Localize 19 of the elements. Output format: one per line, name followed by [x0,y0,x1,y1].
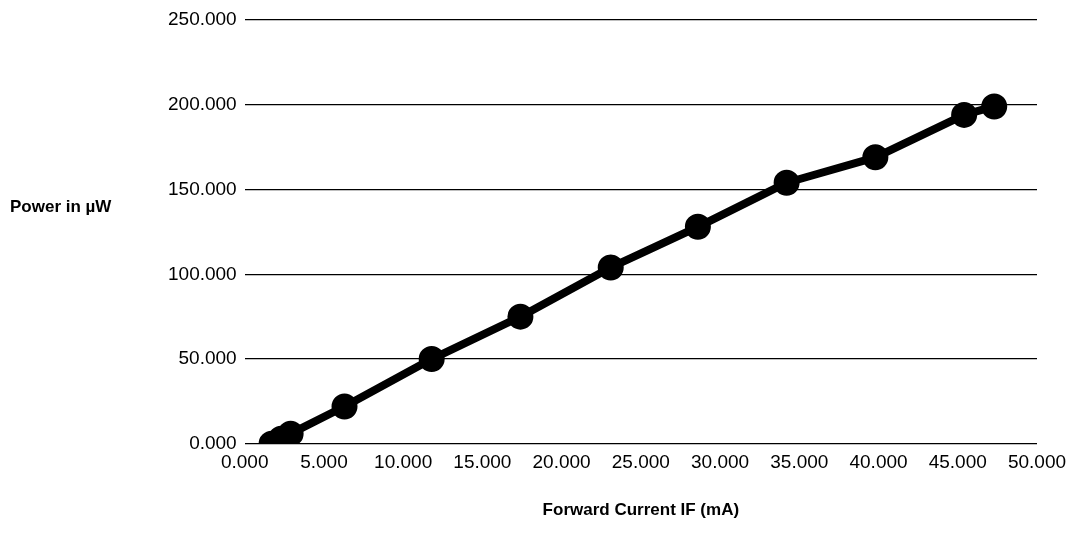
x-tick-label: 45.000 [928,451,987,473]
x-tick-label: 15.000 [453,451,512,473]
x-axis-title: Forward Current IF (mA) [542,500,740,520]
x-tick-label: 30.000 [691,451,750,473]
x-tick-label: 20.000 [532,451,591,473]
x-tick-label: 40.000 [849,451,908,473]
x-tick-label: 10.000 [374,451,433,473]
y-tick-label: 50.000 [178,347,237,369]
x-tick-label: 5.000 [300,451,348,473]
y-tick-label: 100.000 [167,262,237,284]
y-axis-title: Power in µW [10,196,113,216]
y-tick-label: 250.000 [167,8,237,30]
y-tick-label: 150.000 [167,177,237,199]
x-tick-label: 35.000 [770,451,829,473]
x-tick-label: 25.000 [611,451,670,473]
x-tick-label: 50.000 [1007,451,1067,473]
y-tick-label: 0.000 [189,432,237,454]
y-tick-label: 200.000 [167,92,237,114]
x-tick-label: 0.000 [220,451,269,473]
